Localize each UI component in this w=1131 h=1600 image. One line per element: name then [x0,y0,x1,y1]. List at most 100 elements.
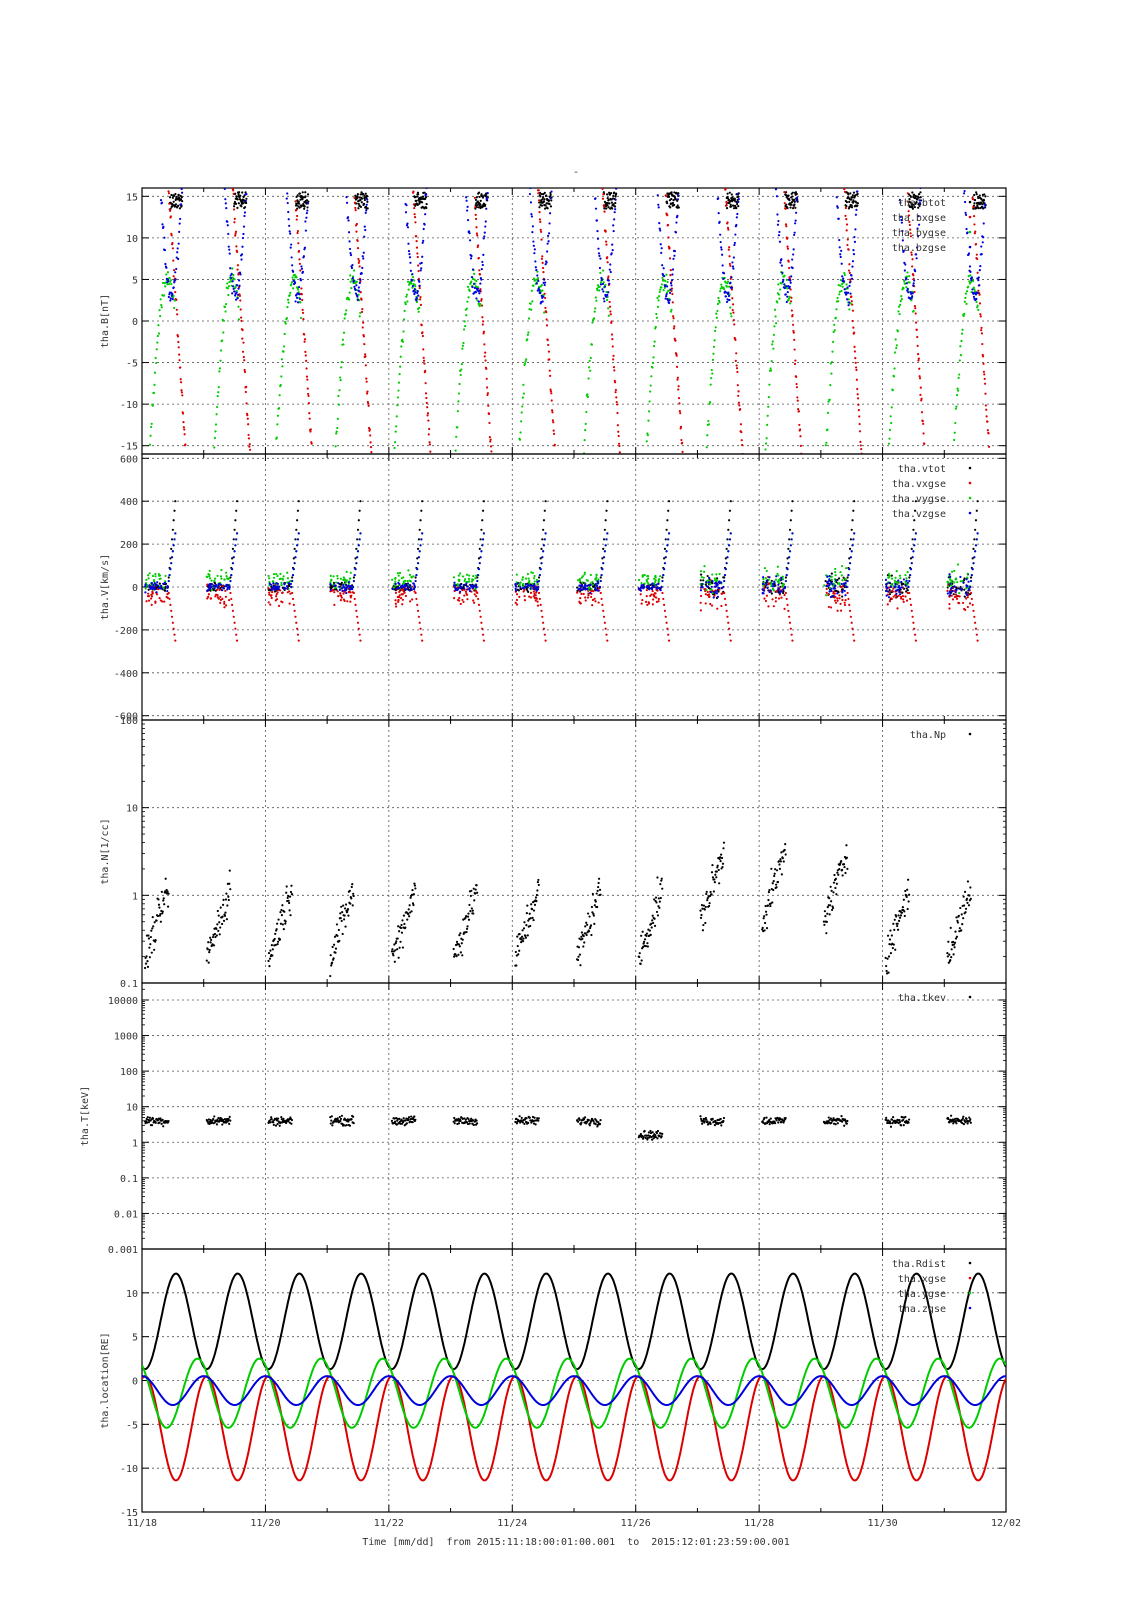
data-point [520,411,523,414]
data-point [793,348,796,351]
data-point [830,575,833,578]
data-point [601,197,605,200]
data-point [244,390,247,394]
data-point [549,388,552,391]
data-point [356,528,360,531]
data-point [842,277,845,280]
data-point [341,338,344,341]
data-point [651,366,654,369]
data-point [830,587,833,590]
data-point [598,285,601,288]
data-point [163,248,167,252]
data-point [550,409,554,412]
data-point [168,293,171,296]
data-point [161,281,165,285]
data-point [727,550,730,553]
y-tick-label: -15 [120,442,138,453]
data-point [413,215,417,219]
data-point [534,260,537,263]
data-point [544,500,547,503]
data-point [958,373,961,376]
data-point [831,583,834,586]
data-point [788,285,791,288]
data-point [795,386,799,389]
data-point [395,605,398,608]
data-point [917,196,920,199]
data-point [296,538,300,541]
data-point [719,240,722,244]
data-point [541,255,544,258]
data-point [905,599,909,602]
data-point [306,378,309,381]
data-point [548,202,551,206]
data-point [729,203,732,206]
data-point [778,288,782,291]
data-point [578,584,581,587]
data-point [826,428,829,431]
data-point [550,399,553,402]
data-point [523,599,527,602]
data-point [158,582,161,585]
data-point [856,393,859,396]
data-point [835,308,838,311]
data-point [611,197,615,200]
data-point [227,293,230,297]
data-point [658,222,661,225]
data-point [910,562,913,565]
data-point [703,588,706,591]
data-point [284,322,287,325]
data-point [605,298,609,302]
data-point [640,585,644,588]
data-point [607,275,610,278]
data-point [785,278,788,281]
data-point [964,296,967,300]
data-point [163,581,167,584]
data-point [587,594,590,597]
data-point [888,574,892,577]
data-point [151,574,154,578]
data-point [728,544,731,547]
data-point [900,586,904,589]
data-point [275,572,278,576]
data-point [398,594,401,597]
data-point [295,208,298,211]
data-point [614,381,617,384]
data-point [594,307,597,310]
data-point [240,319,243,323]
data-point [720,248,723,251]
data-point [913,633,917,636]
data-point [611,249,614,252]
data-point [240,205,243,208]
data-point [155,361,158,365]
data-point [244,199,248,203]
data-point [419,519,422,522]
data-point [976,639,979,642]
data-point [669,282,673,285]
data-point [168,597,171,601]
data-point [587,586,591,589]
data-point [594,583,597,586]
data-point [740,431,743,434]
data-point [514,589,518,592]
data-point [213,582,217,585]
data-point [901,591,904,594]
data-point [666,544,669,547]
data-point [399,355,402,358]
data-point [208,577,212,580]
data-point [848,603,851,606]
data-point [540,238,543,241]
data-point [519,431,522,434]
data-point [305,216,308,219]
data-point [354,194,357,197]
data-point [722,585,725,589]
data-point [304,354,307,357]
data-point [464,584,468,587]
data-point [955,405,958,408]
data-point [983,382,987,385]
data-point [799,428,802,431]
data-point [343,586,347,589]
data-point [649,384,652,387]
data-point [485,377,488,380]
data-point [271,590,274,594]
data-point [899,201,902,204]
